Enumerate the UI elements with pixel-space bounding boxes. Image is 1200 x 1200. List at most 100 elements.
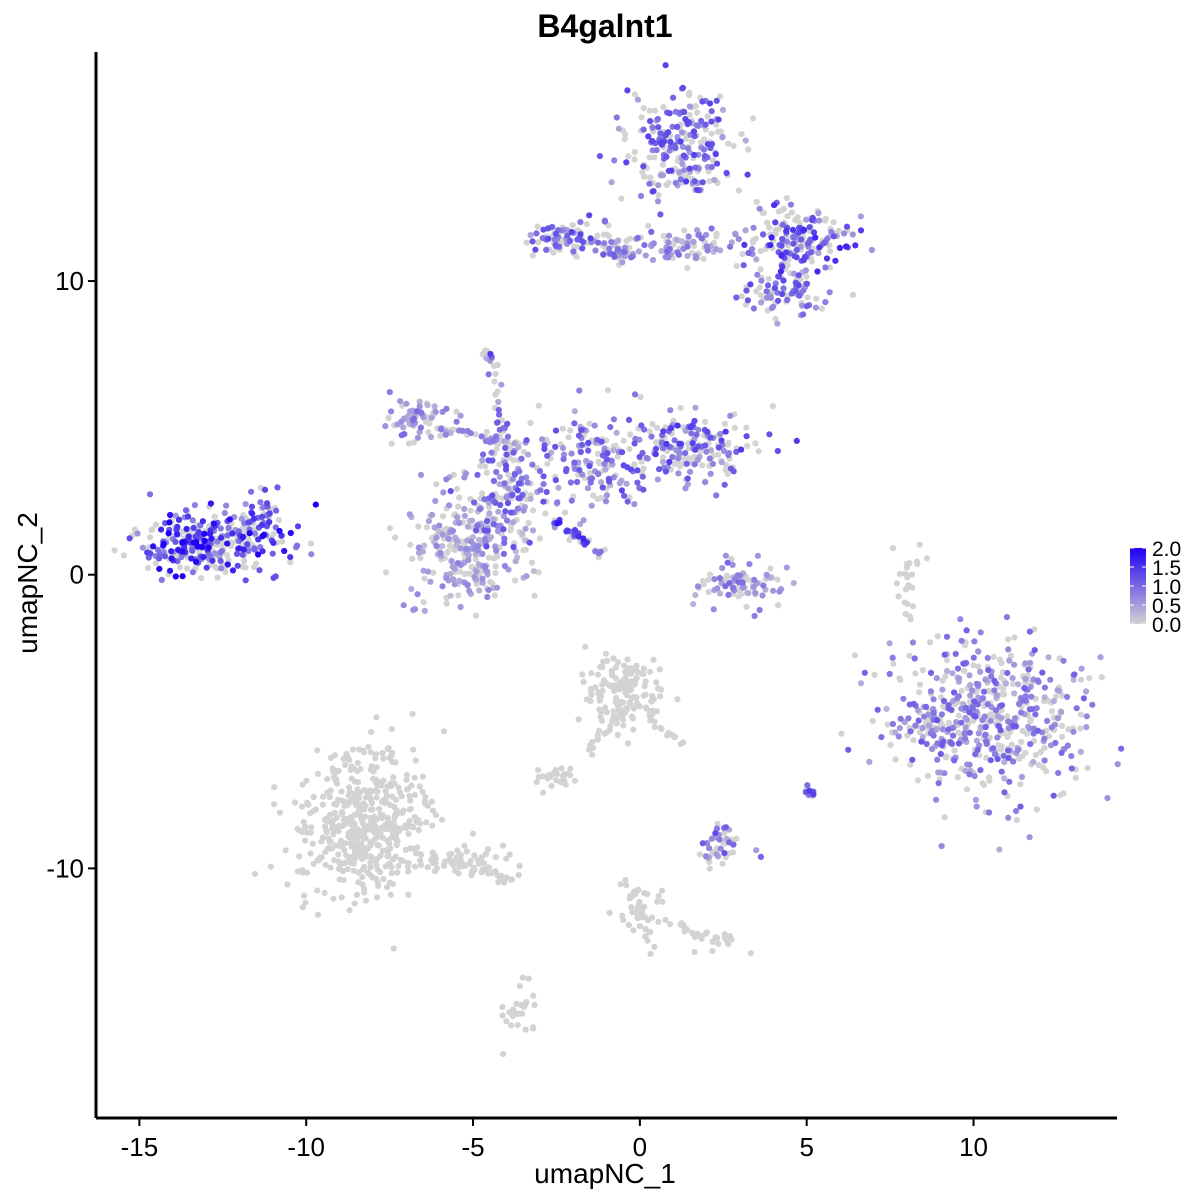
cell-point [638, 114, 645, 121]
cell-point [648, 716, 655, 723]
cell-point [610, 474, 618, 481]
cell-point [474, 471, 481, 478]
cell-point [1098, 674, 1105, 681]
cell-point [1048, 708, 1056, 715]
cell-point [417, 555, 424, 562]
cell-point [287, 559, 294, 566]
cell-point [530, 1025, 537, 1032]
cell-point [390, 945, 397, 952]
cell-point [327, 864, 334, 871]
cell-point [992, 707, 1000, 714]
cell-point [439, 543, 446, 550]
cell-point [139, 544, 146, 551]
cell-point [1006, 778, 1013, 785]
cell-point [126, 535, 133, 542]
cell-point [623, 882, 630, 889]
cell-point [429, 807, 436, 814]
cell-point [183, 525, 190, 533]
cell-point [843, 243, 850, 250]
cell-point [429, 822, 436, 829]
cell-point [650, 188, 657, 195]
cell-point [803, 273, 810, 280]
cell-point [698, 235, 706, 242]
cell-point [482, 438, 489, 445]
cell-point [511, 471, 518, 478]
cell-point [790, 240, 797, 247]
cell-point [676, 169, 683, 176]
cell-point [851, 652, 859, 659]
cell-point [720, 447, 728, 455]
cell-point [382, 423, 389, 430]
cell-point [702, 231, 710, 239]
cell-point [694, 583, 702, 590]
cell-point [519, 974, 527, 981]
cell-point [966, 761, 973, 768]
cell-point [715, 116, 722, 123]
cell-point [715, 940, 722, 947]
cell-point [193, 538, 200, 546]
cell-point [622, 877, 629, 884]
cell-point [641, 242, 648, 249]
cell-point [380, 876, 387, 883]
cell-point [490, 521, 497, 528]
cell-point [1022, 675, 1029, 683]
cell-point [402, 846, 409, 854]
cell-point [505, 485, 512, 492]
cell-point [689, 440, 696, 447]
cell-point [530, 992, 537, 999]
cell-point [245, 547, 252, 555]
cell-point [361, 885, 368, 892]
cell-point [665, 254, 672, 261]
cell-point [561, 451, 568, 458]
cell-point [420, 599, 427, 606]
cell-point [360, 747, 367, 754]
cell-point [954, 665, 962, 672]
cell-point [756, 205, 763, 212]
cell-point [857, 680, 865, 687]
cell-point [477, 506, 484, 513]
cell-point [324, 845, 331, 852]
cell-point [496, 426, 503, 433]
cell-point [461, 474, 468, 481]
cell-point [620, 462, 627, 469]
cell-point [327, 754, 335, 761]
cell-point [201, 537, 208, 545]
cell-point [704, 141, 711, 148]
cell-point [1011, 661, 1018, 668]
cell-point [813, 295, 820, 302]
cell-point [822, 264, 829, 271]
cell-point [509, 491, 516, 498]
cell-point [744, 297, 752, 304]
cell-point [924, 772, 932, 780]
cell-point [345, 833, 352, 840]
cell-point [461, 842, 468, 849]
cell-point [659, 161, 667, 168]
cell-point [591, 422, 598, 429]
cell-point [211, 513, 218, 520]
cell-point [424, 568, 432, 575]
cell-point [1031, 647, 1038, 654]
cell-point [933, 675, 940, 682]
cell-point [384, 814, 391, 822]
cell-point [603, 231, 611, 238]
cell-point [414, 591, 421, 598]
cell-point [764, 294, 771, 301]
cell-point [601, 460, 608, 467]
cell-point [971, 698, 978, 705]
cell-point [451, 565, 458, 572]
cell-point [750, 305, 758, 312]
cell-point [496, 411, 503, 418]
cell-point [688, 249, 695, 256]
cell-point [717, 590, 724, 597]
cell-point [751, 612, 758, 620]
y-axis-label: umapNC_2 [12, 512, 43, 654]
cell-point [299, 781, 306, 788]
cell-point [499, 1004, 506, 1011]
cell-point [579, 671, 586, 678]
cell-point [294, 523, 302, 530]
cell-point [1064, 742, 1071, 749]
cell-point [1104, 795, 1111, 802]
cell-point [380, 755, 387, 762]
cell-point [957, 616, 964, 623]
